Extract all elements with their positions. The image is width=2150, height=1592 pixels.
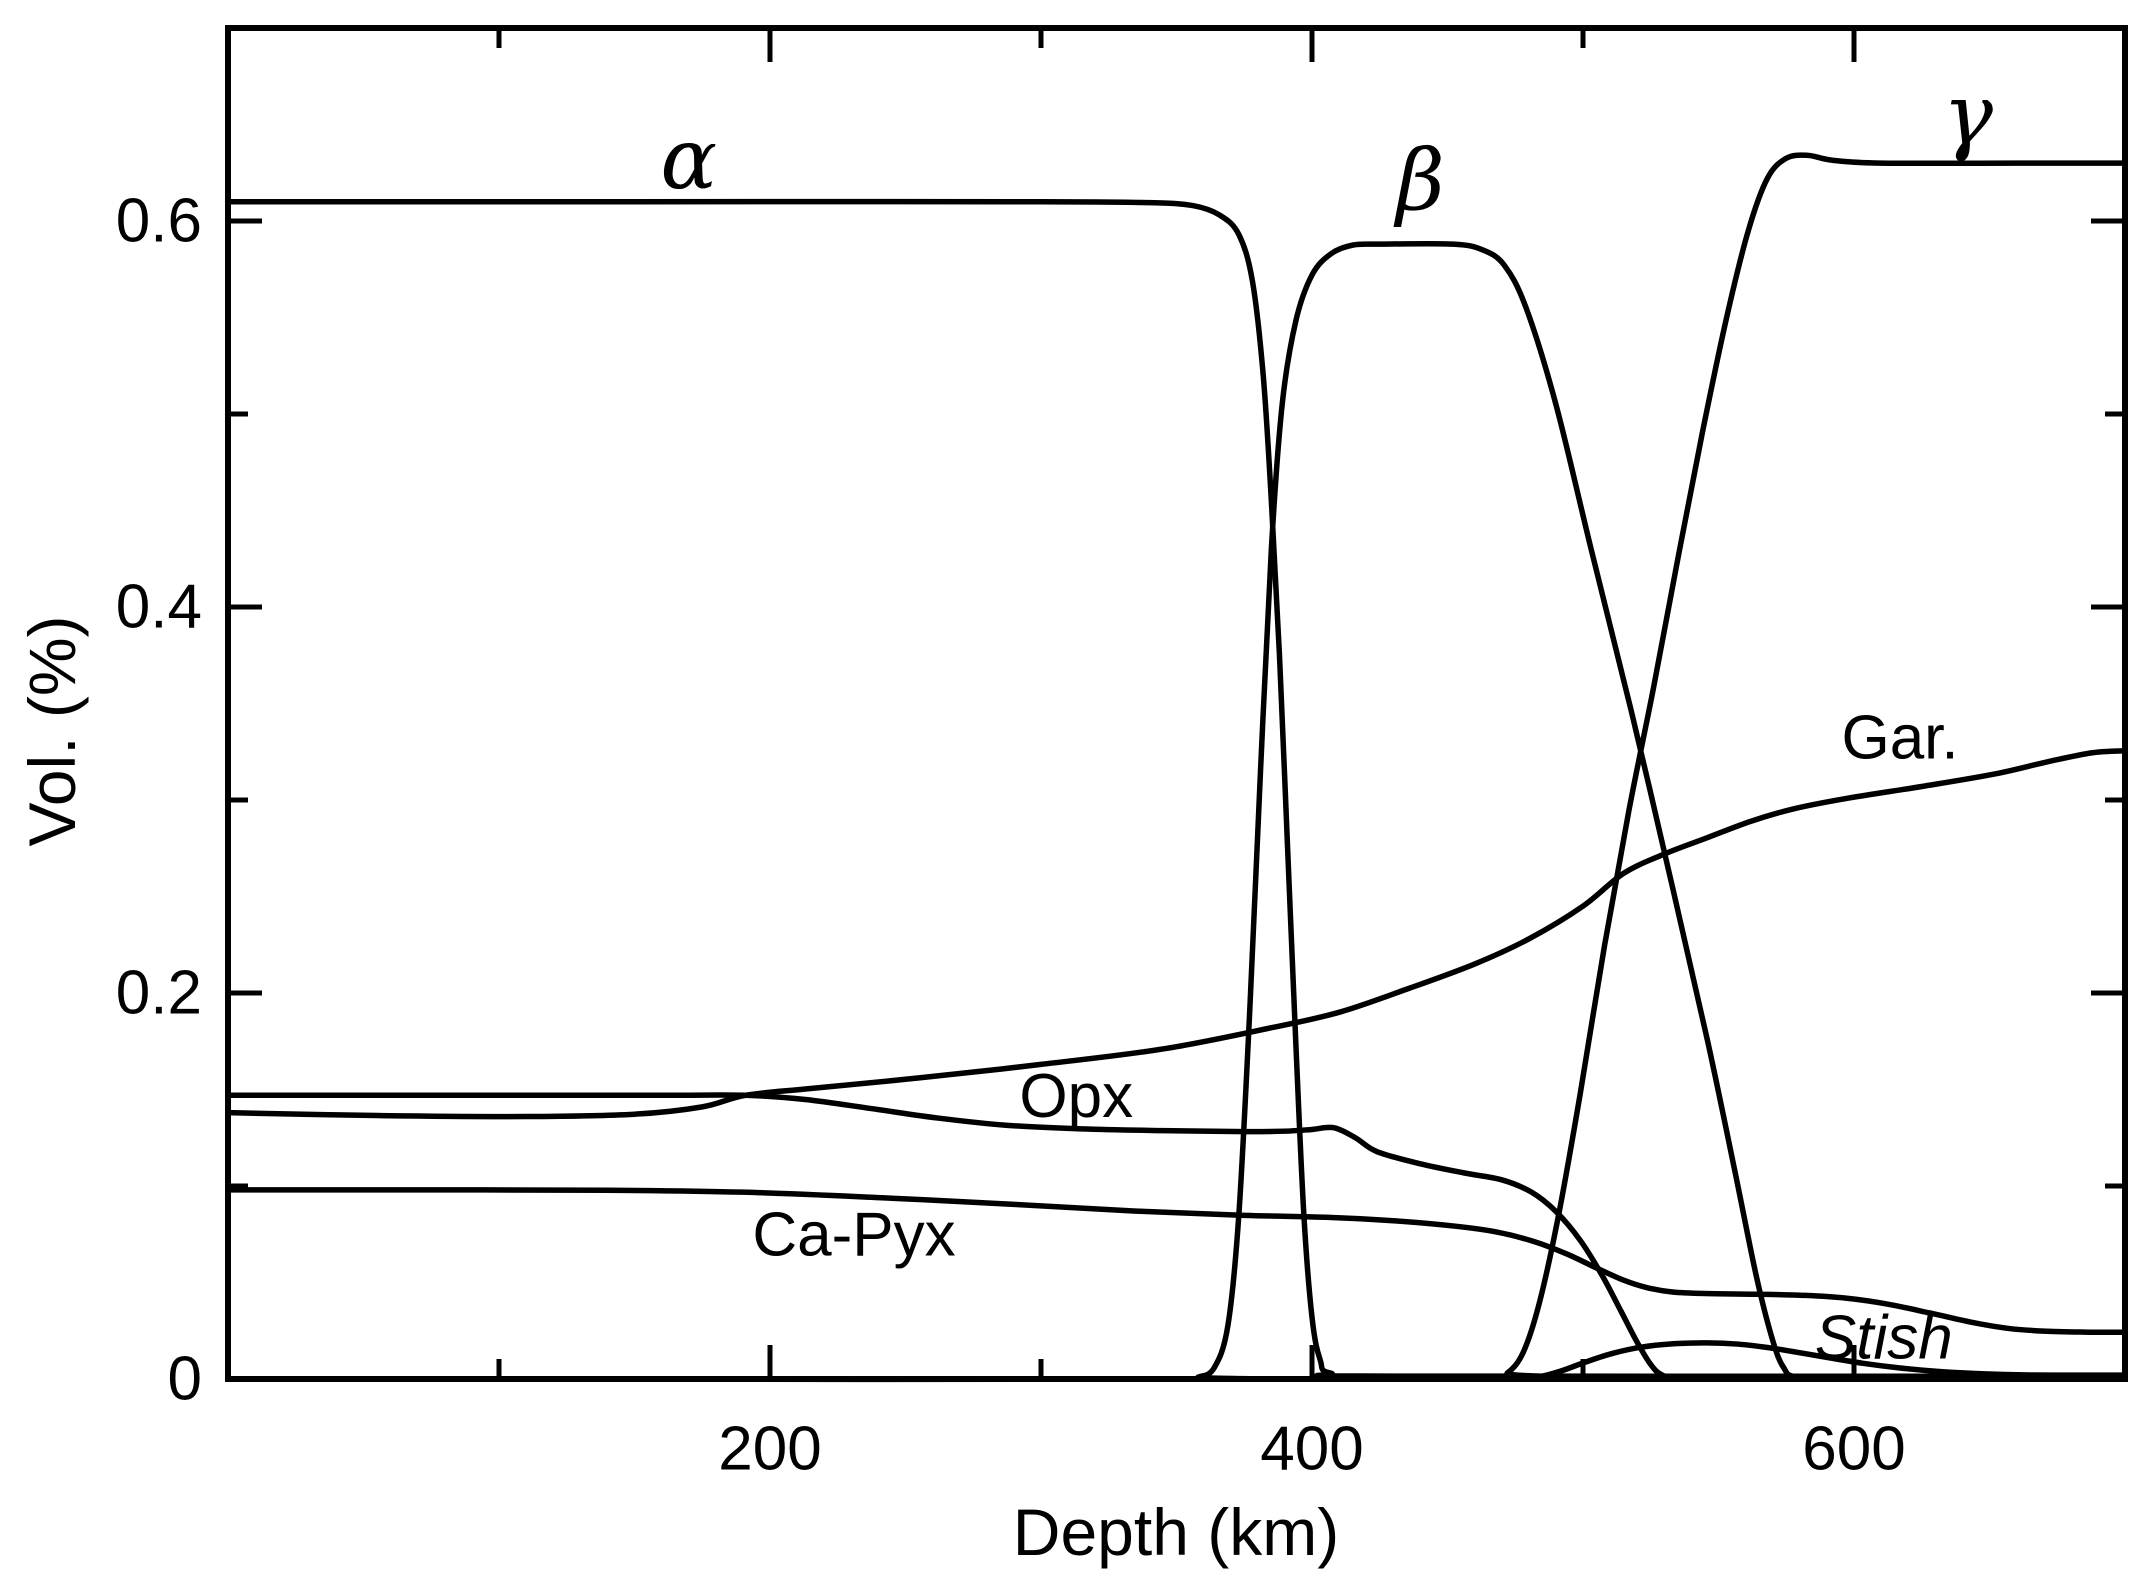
y-tick-label-0: 0: [168, 1345, 202, 1414]
curve-layer: [225, 152, 2128, 1383]
x-axis-title: Depth (km): [1013, 1495, 1339, 1569]
curve-garnet: [225, 748, 2128, 1120]
curve-label-stishovite: Stish: [1815, 1304, 1953, 1373]
curve-label-ca-pyroxene: Ca-Pyx: [752, 1201, 955, 1270]
curve-label-beta-wadsleyite: β: [1393, 131, 1445, 229]
x-tick-label-400: 400: [1260, 1415, 1363, 1484]
y-tick-label-0.6: 0.6: [116, 187, 202, 256]
y-tick-label-0.4: 0.4: [116, 573, 202, 642]
tick-layer: 200 400 600 0 0.2 0.4 0.6: [116, 28, 2125, 1484]
curve-beta-wadsleyite: [225, 240, 2128, 1382]
x-tick-label-200: 200: [718, 1415, 821, 1484]
y-axis-title: Vol. (%): [15, 615, 89, 846]
curve-alpha-olivine: [225, 198, 2128, 1380]
curve-stishovite: [225, 1340, 2128, 1382]
curve-label-orthopyroxene: Opx: [1019, 1062, 1133, 1131]
curve-label-gamma-ringwoodite: γ: [1943, 66, 1994, 164]
x-tick-label-600: 600: [1802, 1415, 1905, 1484]
curve-label-alpha-olivine: α: [660, 110, 717, 208]
plot-frame: [225, 25, 2128, 1382]
y-tick-label-0.2: 0.2: [116, 959, 202, 1028]
plot-frame-layer: [225, 25, 2128, 1382]
curve-label-layer: α β γ Gar. Opx Ca-Pyx Stish: [660, 66, 1993, 1373]
curve-orthopyroxene: [225, 1092, 2128, 1381]
curve-label-garnet: Gar.: [1841, 704, 1958, 773]
curve-gamma-ringwoodite: [225, 152, 2128, 1383]
curve-ca-pyroxene: [225, 1187, 2128, 1336]
